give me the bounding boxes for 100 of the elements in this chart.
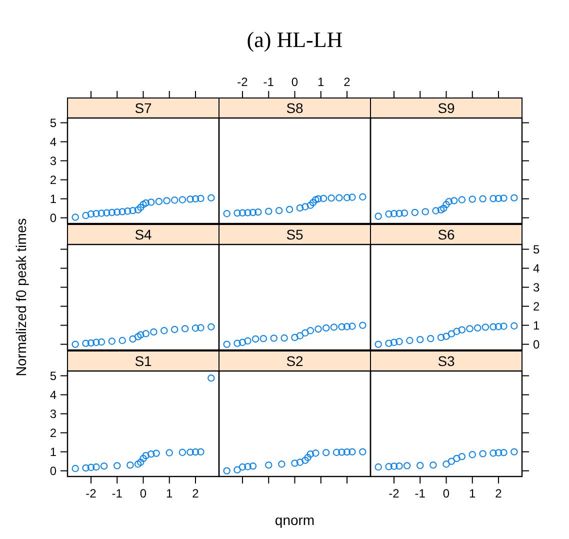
point [252, 335, 260, 343]
y-axis-title: Normalized f0 peak times [13, 218, 29, 376]
x-tick-label: 2 [495, 486, 502, 500]
point [348, 448, 356, 456]
point [302, 329, 309, 336]
point [490, 195, 497, 202]
point [458, 452, 466, 460]
chart-title: S2 [286, 353, 304, 369]
point [238, 338, 246, 346]
point [400, 209, 408, 217]
point [309, 199, 317, 206]
point [390, 210, 398, 218]
point [296, 332, 304, 340]
y-tick-label: 0 [50, 464, 57, 478]
point [152, 450, 160, 457]
point [312, 196, 320, 204]
point [114, 208, 121, 216]
y-tick-label: 3 [533, 280, 540, 294]
point [500, 322, 508, 330]
point [160, 327, 168, 334]
y-tick-label: 0 [50, 210, 57, 225]
y-tick-label: 5 [50, 368, 57, 383]
point [234, 209, 241, 217]
point [338, 323, 346, 330]
point [234, 340, 241, 347]
point [142, 199, 150, 207]
point [87, 339, 95, 347]
point [320, 194, 328, 202]
point [490, 323, 497, 330]
point [348, 322, 356, 330]
point [385, 210, 392, 218]
y-tick-label: 3 [50, 406, 57, 421]
point [92, 463, 100, 471]
chart-title: S3 [438, 353, 456, 369]
point [192, 448, 200, 456]
chart-title: S6 [438, 226, 456, 242]
point [163, 197, 170, 204]
point [453, 454, 460, 462]
point [453, 328, 460, 335]
y-tick-label: 1 [50, 192, 57, 206]
point [348, 194, 356, 201]
point [474, 324, 482, 332]
point [416, 336, 424, 344]
point [450, 197, 458, 204]
point [140, 454, 147, 462]
point [280, 334, 288, 342]
point [500, 448, 508, 456]
point [249, 208, 257, 216]
point [445, 198, 452, 206]
point [510, 448, 518, 456]
point [192, 324, 200, 332]
point [468, 196, 476, 203]
point [322, 448, 330, 456]
point [482, 324, 490, 331]
point [430, 462, 437, 469]
x-tick-label: -2 [237, 75, 248, 89]
y-tick-label: 4 [50, 388, 57, 402]
point [126, 462, 134, 469]
point [291, 334, 298, 342]
point [129, 206, 136, 214]
point [254, 208, 262, 216]
point [72, 464, 79, 472]
point [494, 449, 502, 456]
point [147, 450, 155, 458]
point [197, 194, 204, 202]
point [336, 194, 343, 202]
point [197, 324, 204, 332]
point [437, 334, 445, 342]
y-tick-label: 3 [50, 154, 57, 168]
point [208, 194, 215, 202]
point [374, 340, 382, 348]
point [306, 327, 314, 334]
point [98, 338, 106, 346]
y-tick-label: 5 [533, 242, 540, 256]
text: (a) HL-LH [246, 27, 343, 52]
x-tick-label: 0 [291, 75, 298, 89]
point [359, 448, 366, 456]
x-tick-label: 1 [318, 75, 325, 89]
point [265, 208, 272, 215]
point [466, 325, 474, 332]
point [302, 456, 309, 464]
point [343, 448, 351, 456]
point [396, 462, 403, 470]
point [328, 194, 335, 202]
point [238, 463, 246, 471]
point [338, 448, 346, 456]
point [286, 206, 294, 214]
point [422, 208, 429, 216]
point [448, 330, 456, 338]
point [142, 330, 150, 338]
point [72, 214, 79, 221]
point [306, 450, 314, 458]
x-axis-title: qnorm [274, 512, 315, 528]
point [416, 462, 424, 470]
point [118, 208, 126, 216]
point [244, 337, 252, 344]
point [118, 336, 126, 344]
point [302, 203, 309, 210]
point [186, 448, 194, 456]
point [330, 324, 338, 331]
